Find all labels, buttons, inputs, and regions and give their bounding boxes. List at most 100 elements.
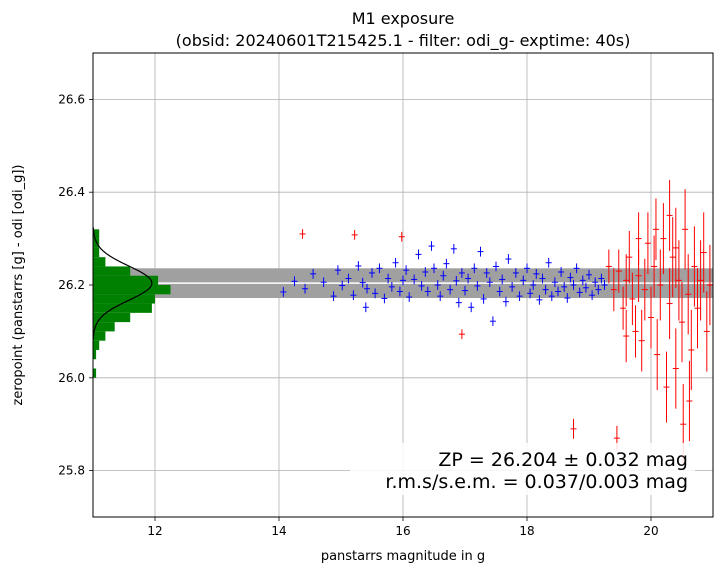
clipped-point: [657, 249, 664, 321]
clipped-point: [652, 198, 659, 261]
clipped-point: [666, 179, 673, 251]
good-point: [362, 302, 369, 313]
good-point: [477, 246, 484, 257]
good-point: [458, 268, 465, 278]
clipped-point: [299, 229, 306, 239]
histogram-bar: [93, 238, 100, 248]
y-axis-ticks: 25.8 26.0 26.2 26.4 26.6: [58, 92, 93, 478]
x-tick-label: 12: [147, 524, 162, 538]
clipped-point: [610, 268, 617, 312]
annotation-box: [350, 443, 695, 495]
good-point: [381, 293, 388, 304]
clipped-point: [648, 286, 654, 349]
clipped-point: [694, 268, 701, 349]
histogram-bar: [93, 331, 106, 341]
good-point: [551, 277, 558, 288]
chart-title-line2: (obsid: 20240601T215425.1 - filter: odi_…: [176, 31, 631, 51]
x-tick-label: 14: [271, 524, 286, 538]
y-tick-label: 25.8: [58, 464, 85, 478]
good-point: [447, 284, 454, 295]
good-point: [527, 288, 534, 299]
good-point: [480, 294, 487, 304]
good-point: [573, 263, 580, 274]
clipped-point: [682, 189, 689, 270]
good-point: [359, 277, 366, 288]
good-point: [455, 297, 462, 308]
good-point: [440, 270, 447, 281]
good-point: [570, 280, 577, 290]
good-point: [364, 283, 371, 294]
clipped-point: [644, 212, 651, 275]
good-point: [280, 287, 287, 297]
clipped-point: [686, 360, 693, 442]
clipped-point: [688, 309, 695, 391]
good-point: [536, 294, 543, 305]
clipped-point: [638, 309, 645, 372]
histogram-bar: [93, 322, 115, 332]
good-point: [512, 268, 519, 278]
histogram-bar: [93, 340, 100, 350]
good-point: [424, 286, 431, 297]
good-point: [450, 243, 457, 254]
good-point: [558, 267, 565, 277]
good-point: [496, 286, 503, 297]
clipped-point: [635, 212, 642, 265]
good-point: [555, 286, 561, 297]
good-point: [428, 241, 435, 251]
good-point: [462, 285, 468, 296]
good-point: [350, 290, 357, 301]
good-point: [369, 268, 375, 278]
good-point: [561, 282, 568, 292]
good-point: [516, 291, 523, 301]
clipped-point: [398, 231, 405, 242]
good-point: [418, 281, 425, 291]
good-point: [548, 291, 555, 301]
good-point: [345, 273, 352, 284]
clipped-point: [666, 268, 673, 340]
clipped-point: [623, 254, 630, 307]
good-point: [422, 267, 429, 277]
good-point: [396, 286, 403, 297]
good-point: [582, 282, 589, 293]
good-point: [465, 273, 472, 284]
histogram-bar: [93, 312, 131, 323]
clipped-point: [700, 212, 707, 293]
good-point: [385, 273, 392, 284]
good-point: [576, 287, 583, 298]
histogram-bar: [93, 303, 152, 313]
good-point: [589, 290, 596, 301]
chart-title-line1: M1 exposure: [352, 9, 455, 28]
good-point: [567, 272, 574, 283]
annotation-rms: r.m.s/s.e.m. = 0.037/0.003 mag: [385, 471, 688, 493]
good-point: [499, 274, 506, 285]
clipped-point: [629, 272, 636, 326]
good-point: [339, 280, 346, 291]
good-point: [406, 292, 413, 302]
clipped-point: [570, 418, 577, 439]
good-point: [400, 275, 406, 286]
good-point: [505, 254, 512, 264]
clipped-point: [672, 328, 679, 409]
histogram-bar: [93, 294, 155, 304]
histogram-bar: [93, 368, 97, 378]
clipped-point: [697, 240, 704, 321]
y-axis-label: zeropoint (panstarrs [g] - odi [odi_g]): [11, 165, 26, 406]
x-tick-label: 18: [519, 524, 534, 538]
good-point: [431, 263, 437, 274]
clipped-point: [685, 254, 692, 335]
histogram-bar: [93, 349, 97, 360]
x-axis-label: panstarrs magnitude in g: [321, 549, 485, 564]
histogram-bar: [93, 275, 159, 285]
histogram-bar: [93, 266, 131, 276]
clipped-point: [660, 203, 667, 275]
good-point: [486, 277, 493, 288]
good-point: [539, 273, 546, 284]
x-tick-label: 20: [643, 524, 658, 538]
good-point: [542, 284, 549, 295]
clipped-point: [623, 309, 630, 363]
y-tick-label: 26.4: [58, 185, 85, 199]
clipped-point: [626, 230, 633, 284]
clipped-point: [620, 286, 627, 330]
good-point: [586, 269, 592, 280]
